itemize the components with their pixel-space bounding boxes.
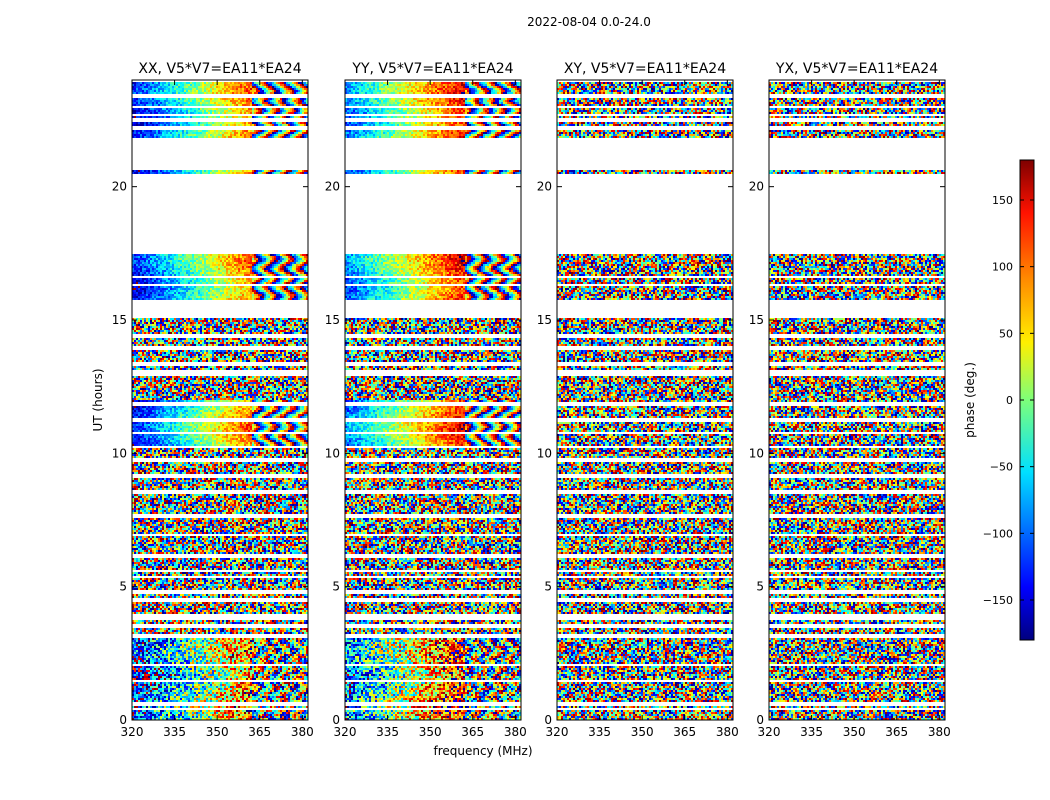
y-tick-label: 0	[119, 713, 127, 727]
x-axis-label: frequency (MHz)	[433, 744, 532, 758]
y-tick-label: 5	[756, 580, 764, 594]
panel-frame	[344, 79, 522, 721]
x-tick-label: 335	[376, 725, 399, 739]
y-tick-label: 10	[749, 446, 764, 460]
y-tick-label: 20	[325, 180, 340, 194]
panel-heatmap	[557, 80, 733, 720]
panel-3: YX, V5*V7=EA11*EA24 320 335 350 365 380 0 5 10 15…	[749, 61, 951, 739]
colorbar-tick-label: −100	[983, 527, 1013, 540]
panel-title: YY, V5*V7=EA11*EA24	[351, 61, 513, 77]
x-tick-label: 350	[843, 725, 866, 739]
colorbar-tick-label: 50	[999, 327, 1013, 340]
y-tick-label: 15	[325, 313, 340, 327]
colorbar-ticks: 150 100 50 0 −50 −100 −150	[983, 194, 1034, 607]
x-tick-label: 320	[334, 725, 357, 739]
x-tick-label: 320	[758, 725, 781, 739]
y-tick-label: 5	[332, 580, 340, 594]
y-tick-label: 15	[112, 313, 127, 327]
y-tick-label: 0	[544, 713, 552, 727]
x-tick-label: 365	[248, 725, 271, 739]
x-tick-label: 350	[419, 725, 442, 739]
panel-0: XX, V5*V7=EA11*EA24 320 335 350 365 380 0 5 10 15…	[112, 61, 314, 739]
y-axis-label: UT (hours)	[91, 368, 105, 431]
panel-1: YY, V5*V7=EA11*EA24 320 335 350 365 380 0 5 10 15…	[325, 61, 527, 739]
y-tick-label: 20	[537, 180, 552, 194]
x-tick-label: 365	[885, 725, 908, 739]
panel-title: XX, V5*V7=EA11*EA24	[138, 61, 301, 77]
x-tick-label: 380	[504, 725, 527, 739]
panel-title: YX, V5*V7=EA11*EA24	[775, 61, 938, 77]
colorbar-tick-label: −150	[983, 594, 1013, 607]
colorbar-tick-label: 0	[1006, 394, 1013, 407]
x-tick-label: 380	[291, 725, 314, 739]
panel-heatmap	[769, 80, 945, 720]
panel-group: XX, V5*V7=EA11*EA24 320 335 350 365 380 0 5 10 15…	[112, 61, 951, 739]
panel-2: XY, V5*V7=EA11*EA24 320 335 350 365 380 0 5 10 15…	[537, 61, 739, 739]
y-tick-label: 0	[332, 713, 340, 727]
heatmap-canvas	[132, 80, 308, 720]
y-tick-label: 10	[325, 446, 340, 460]
y-tick-label: 10	[112, 446, 127, 460]
x-tick-label: 320	[121, 725, 144, 739]
y-tick-label: 15	[537, 313, 552, 327]
x-tick-label: 365	[673, 725, 696, 739]
y-tick-label: 0	[756, 713, 764, 727]
y-tick-label: 20	[749, 180, 764, 194]
x-tick-label: 320	[546, 725, 569, 739]
y-tick-label: 5	[119, 580, 127, 594]
colorbar-tick-label: 100	[992, 261, 1013, 274]
x-tick-label: 350	[631, 725, 654, 739]
x-tick-label: 380	[928, 725, 951, 739]
heatmap-canvas	[557, 80, 733, 720]
y-tick-label: 10	[537, 446, 552, 460]
colorbar: 150 100 50 0 −50 −100 −150 phase (deg.)	[963, 159, 1035, 641]
panel-frame	[131, 79, 309, 721]
x-tick-label: 365	[461, 725, 484, 739]
heatmap-canvas	[345, 80, 521, 720]
colorbar-label: phase (deg.)	[963, 362, 977, 438]
panel-frame	[556, 79, 734, 721]
x-tick-label: 380	[716, 725, 739, 739]
x-tick-label: 350	[206, 725, 229, 739]
colorbar-tick-label: 150	[992, 194, 1013, 207]
panel-title: XY, V5*V7=EA11*EA24	[564, 61, 726, 77]
y-tick-label: 20	[112, 180, 127, 194]
panel-heatmap	[132, 80, 308, 720]
panel-frame	[768, 79, 946, 721]
colorbar-tick-label: −50	[990, 461, 1013, 474]
x-tick-label: 335	[588, 725, 611, 739]
heatmap-canvas	[769, 80, 945, 720]
panel-heatmap	[345, 80, 521, 720]
y-tick-label: 5	[544, 580, 552, 594]
x-tick-label: 335	[800, 725, 823, 739]
figure-suptitle: 2022-08-04 0.0-24.0	[527, 15, 651, 29]
y-tick-label: 15	[749, 313, 764, 327]
x-tick-label: 335	[163, 725, 186, 739]
